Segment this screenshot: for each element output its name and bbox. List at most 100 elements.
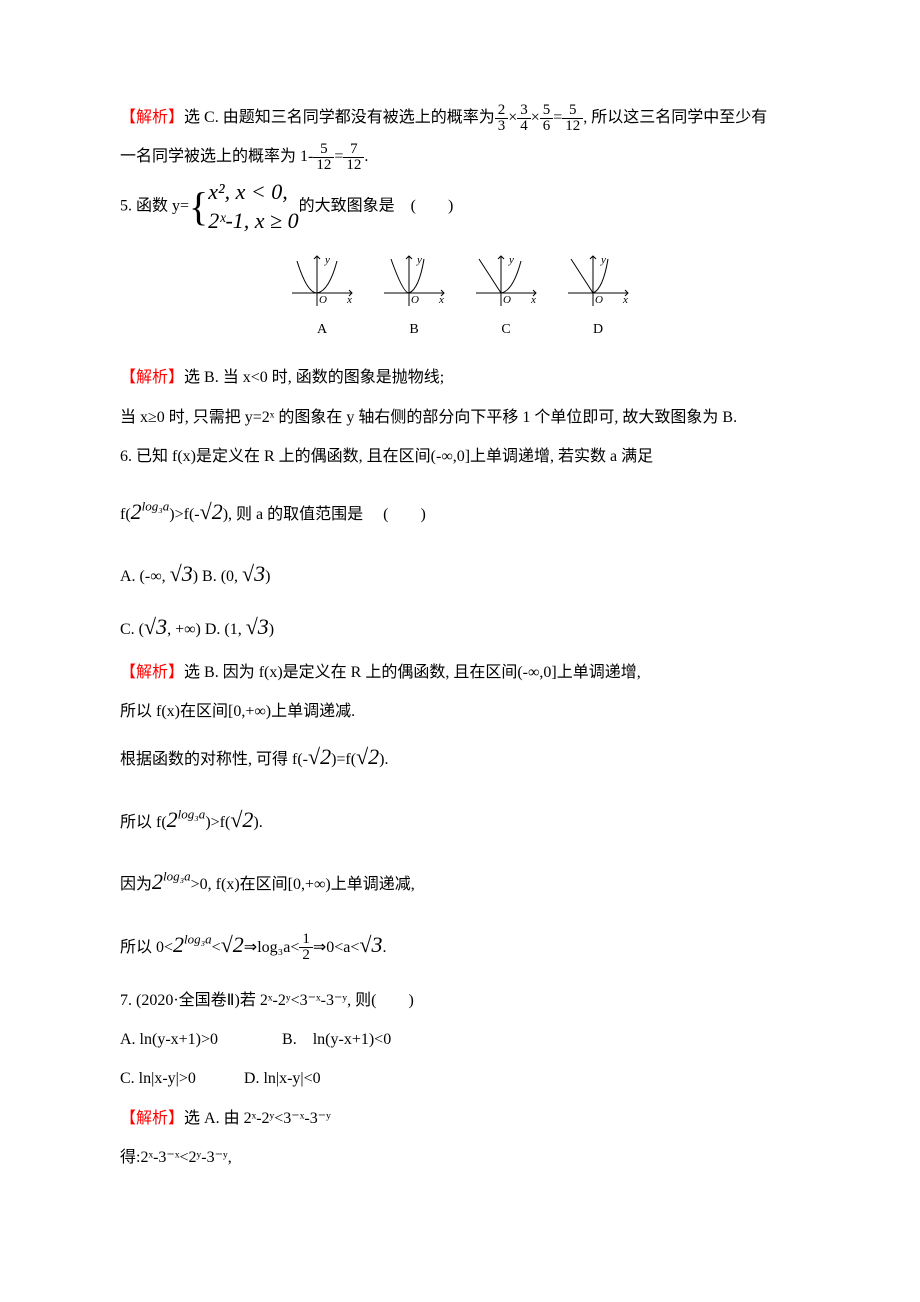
text: 得:2ˣ-3⁻ˣ<2ʸ-3⁻ʸ,: [120, 1149, 232, 1166]
graph-b: y x O B: [379, 251, 449, 346]
opt-c: C. ln|x-y|>0: [120, 1070, 196, 1087]
fraction: 712: [343, 142, 364, 173]
piece-row: x², x < 0,: [208, 178, 298, 207]
graph-d: y x O D: [563, 251, 633, 346]
text: )>f(-: [169, 506, 199, 523]
sqrt: √3: [242, 561, 265, 586]
svg-text:O: O: [503, 294, 511, 306]
q5-analysis-1: 【解析】选 B. 当 x<0 时, 函数的图象是抛物线;: [120, 360, 800, 395]
sqrt: √2: [308, 744, 331, 769]
opt-b: B. ln(y-x+1)<0: [282, 1031, 391, 1048]
text: 一名同学被选上的概率为 1-: [120, 148, 313, 165]
text: 所以 f(x)在区间[0,+∞)上单调递减.: [120, 703, 355, 720]
q6-anal2: 所以 f(x)在区间[0,+∞)上单调递减.: [120, 694, 800, 729]
graph-svg: y x O: [379, 251, 449, 311]
opt-a: A. ln(y-x+1)>0: [120, 1031, 218, 1048]
q7-stem: 7. (2020·全国卷Ⅱ)若 2ˣ-2ʸ<3⁻ˣ-3⁻ʸ, 则( ): [120, 983, 800, 1018]
text: C. (: [120, 621, 144, 638]
q7-anal2: 得:2ˣ-3⁻ˣ<2ʸ-3⁻ʸ,: [120, 1140, 800, 1175]
text: ) B. (0,: [193, 568, 242, 585]
svg-text:O: O: [319, 294, 327, 306]
sqrt: √3: [246, 614, 269, 639]
piecewise: x², x < 0, 2ˣ-1, x ≥ 0: [208, 178, 298, 235]
text: ), 则 a 的取值范围是 ( ): [223, 506, 426, 523]
opt-d: D. ln|x-y|<0: [244, 1070, 321, 1087]
text: f(: [120, 506, 131, 523]
analysis-label: 【解析】: [120, 1110, 184, 1127]
graph-a: y x O A: [287, 251, 357, 346]
sqrt: √3: [170, 561, 193, 586]
q6-anal3: 根据函数的对称性, 可得 f(-√2)=f(√2).: [120, 733, 800, 781]
text: >0, f(x)在区间[0,+∞)上单调递减,: [191, 876, 415, 893]
fraction: 12: [299, 932, 313, 963]
fraction: 23: [495, 103, 509, 134]
q6-opt-ab: A. (-∞, √3) B. (0, √3): [120, 550, 800, 598]
svg-text:y: y: [600, 254, 606, 266]
piece-row: 2ˣ-1, x ≥ 0: [208, 207, 298, 236]
q7-anal1: 【解析】选 A. 由 2ˣ-2ʸ<3⁻ˣ-3⁻ʸ: [120, 1101, 800, 1136]
q6-expr: f(2log₃a)>f(-√2), 则 a 的取值范围是 ( ): [120, 488, 800, 536]
graph-label: D: [563, 315, 633, 346]
fraction: 56: [540, 103, 554, 134]
q5-stem: 5. 函数 y={ x², x < 0, 2ˣ-1, x ≥ 0 的大致图象是 …: [120, 178, 800, 235]
text: 所以 f(: [120, 814, 167, 831]
graph-label: A: [287, 315, 357, 346]
text: 5. 函数 y=: [120, 198, 189, 215]
q6-line1: 6. 已知 f(x)是定义在 R 上的偶函数, 且在区间(-∞,0]上单调递增,…: [120, 439, 800, 474]
text: ): [269, 621, 274, 638]
text: )>f(: [205, 814, 230, 831]
text: 选 A. 由 2ˣ-2ʸ<3⁻ˣ-3⁻ʸ: [184, 1110, 331, 1127]
graph-label: B: [379, 315, 449, 346]
analysis-label: 【解析】: [120, 109, 184, 126]
graph-svg: y x O: [287, 251, 357, 311]
text: ).: [379, 751, 388, 768]
text: .: [382, 939, 386, 956]
analysis-label: 【解析】: [120, 664, 184, 681]
brace-icon: {: [189, 187, 208, 227]
q6-anal6: 所以 0<2log₃a<√2⇒log₃a<12⇒0<a<√3.: [120, 921, 800, 969]
graph-svg: y x O: [563, 251, 633, 311]
svg-text:y: y: [416, 254, 422, 266]
svg-text:y: y: [508, 254, 514, 266]
analysis-label: 【解析】: [120, 369, 184, 386]
graph-options: y x O A y x O B y x O: [120, 251, 800, 346]
fraction: 34: [517, 103, 531, 134]
q4-analysis-line1: 【解析】选 C. 由题知三名同学都没有被选上的概率为23×34×56=512, …: [120, 100, 800, 135]
svg-text:x: x: [622, 294, 628, 306]
sqrt: √3: [359, 932, 382, 957]
text: .: [364, 148, 368, 165]
math: 2log₃a: [131, 499, 170, 524]
text: 因为: [120, 876, 152, 893]
text: )=f(: [331, 751, 356, 768]
text: ⇒0<a<: [313, 939, 360, 956]
fraction: 512: [562, 103, 583, 134]
q7-opts-cd: C. ln|x-y|>0 D. ln|x-y|<0: [120, 1061, 800, 1096]
text: ): [265, 568, 270, 585]
q6-anal1: 【解析】选 B. 因为 f(x)是定义在 R 上的偶函数, 且在区间(-∞,0]…: [120, 655, 800, 690]
q4-analysis-line2: 一名同学被选上的概率为 1-512=712.: [120, 139, 800, 174]
svg-text:O: O: [595, 294, 603, 306]
svg-text:x: x: [438, 294, 444, 306]
text: 所以 0<: [120, 939, 173, 956]
svg-text:O: O: [411, 294, 419, 306]
graph-svg: y x O: [471, 251, 541, 311]
text: , +∞) D. (1,: [167, 621, 246, 638]
text: 7. (2020·全国卷Ⅱ)若 2ˣ-2ʸ<3⁻ˣ-3⁻ʸ, 则( ): [120, 992, 414, 1009]
text: 选 C. 由题知三名同学都没有被选上的概率为: [184, 109, 495, 126]
text: A. (-∞,: [120, 568, 170, 585]
svg-text:y: y: [324, 254, 330, 266]
graph-label: C: [471, 315, 541, 346]
svg-text:x: x: [530, 294, 536, 306]
q7-opts-ab: A. ln(y-x+1)>0 B. ln(y-x+1)<0: [120, 1022, 800, 1057]
fraction: 512: [313, 142, 334, 173]
q6-anal4: 所以 f(2log₃a)>f(√2).: [120, 796, 800, 844]
text: , 所以这三名同学中至少有: [583, 109, 767, 126]
sqrt: √2: [200, 499, 223, 524]
text: ).: [253, 814, 262, 831]
q5-analysis-2: 当 x≥0 时, 只需把 y=2ˣ 的图象在 y 轴右侧的部分向下平移 1 个单…: [120, 400, 800, 435]
text: 选 B. 当 x<0 时, 函数的图象是抛物线;: [184, 369, 444, 386]
text: <: [212, 939, 221, 956]
svg-text:x: x: [346, 294, 352, 306]
math: 2log₃a: [173, 932, 212, 957]
text: ⇒log₃a<: [244, 939, 300, 956]
